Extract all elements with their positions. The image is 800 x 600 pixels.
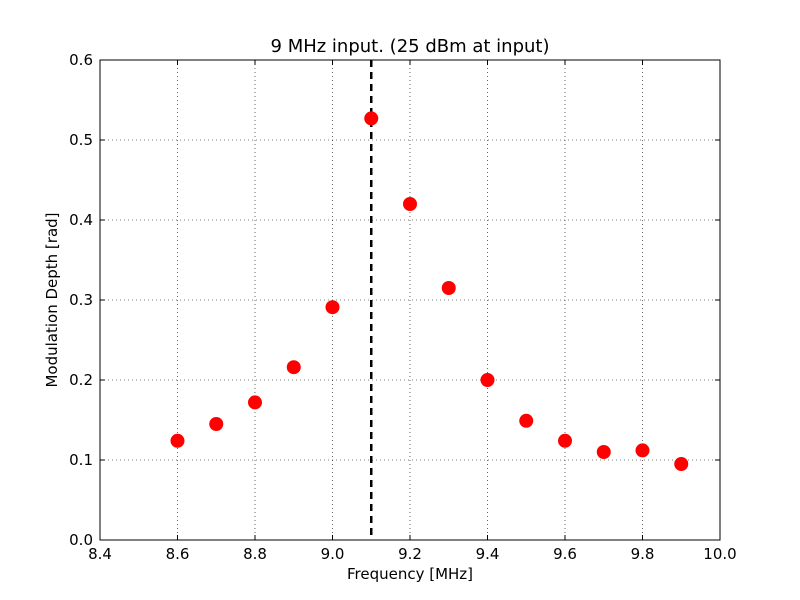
data-point [170, 433, 185, 448]
y-axis-label: Modulation Depth [rad] [43, 212, 61, 387]
x-tick-label: 10.0 [703, 545, 736, 563]
data-point [596, 445, 611, 459]
data-point [248, 395, 262, 410]
data-point [209, 417, 224, 431]
x-tick-label: 8.6 [166, 545, 190, 563]
x-tick-label: 9.0 [321, 545, 345, 563]
data-point [286, 360, 301, 375]
y-tick-label: 0.6 [69, 51, 93, 69]
data-point [364, 111, 379, 126]
grid-layer [100, 60, 720, 540]
data-point [403, 197, 417, 211]
x-tick-label: 9.4 [476, 545, 500, 563]
x-tick-label: 8.8 [243, 545, 267, 563]
x-axis-label: Frequency [MHz] [347, 565, 473, 583]
data-point [519, 413, 534, 428]
y-tick-label: 0.0 [69, 531, 93, 549]
ticks-layer [99, 59, 721, 541]
data-point [480, 373, 495, 387]
y-tick-label: 0.2 [69, 371, 93, 389]
y-tick-label: 0.4 [69, 211, 93, 229]
x-tick-label: 8.4 [88, 545, 112, 563]
tick-labels-layer: 8.4 8.6 8.8 9.0 9.2 9.4 9.6 9.8 10.0 0.0 0.1 0.2 0.3… [69, 51, 737, 563]
data-points-layer [170, 111, 689, 471]
x-tick-label: 9.8 [631, 545, 655, 563]
y-tick-label: 0.3 [69, 291, 93, 309]
data-point [635, 443, 650, 458]
y-tick-label: 0.5 [69, 131, 93, 149]
y-tick-label: 0.1 [69, 451, 93, 469]
x-tick-label: 9.2 [398, 545, 422, 563]
data-point [558, 433, 572, 448]
data-point [325, 300, 340, 315]
chart-title: 9 MHz input. (25 dBm at input) [271, 36, 550, 57]
x-tick-label: 9.6 [553, 545, 577, 563]
data-point [674, 457, 689, 471]
data-point [441, 281, 456, 295]
